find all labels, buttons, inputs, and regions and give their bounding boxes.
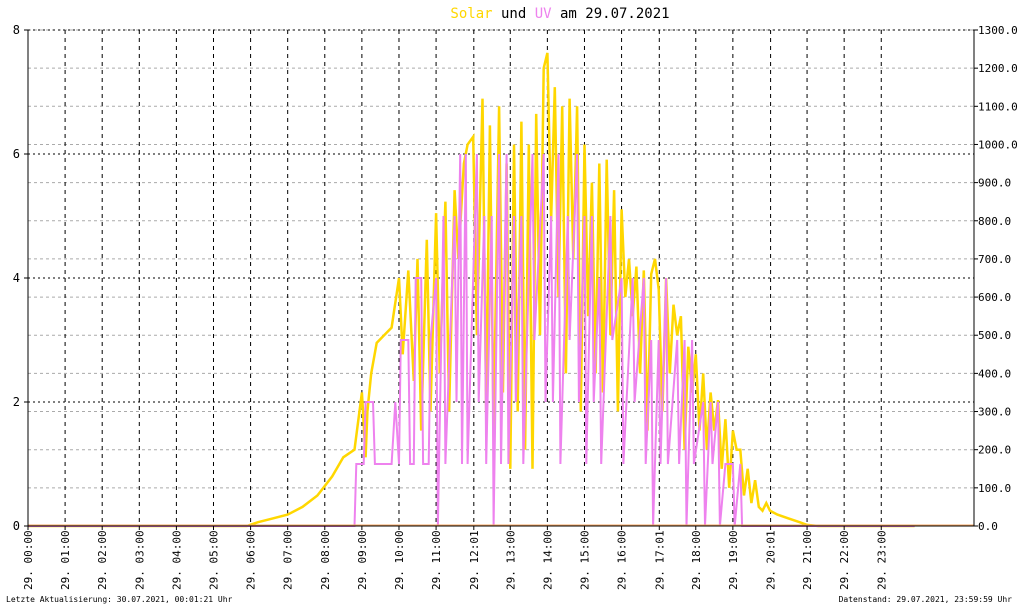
x-tick-label: 29. 17:01 [653,530,666,590]
y-right-tick-label: 1300.0 [978,24,1018,37]
x-tick-label: 29. 07:00 [282,530,295,590]
title-part-3: am 29.07.2021 [552,6,670,22]
x-tick-label: 29. 23:00 [875,530,888,590]
y-right-tick-label: 700.0 [978,253,1011,266]
x-tick-label: 29. 21:00 [801,530,814,590]
y-left-tick-label: 0 [13,519,20,533]
y-right-tick-label: 900.0 [978,177,1011,190]
x-tick-label: 29. 06:00 [245,530,258,590]
y-right-tick-label: 200.0 [978,444,1011,457]
x-tick-label: 29. 19:00 [727,530,740,590]
y-right-tick-label: 100.0 [978,482,1011,495]
chart-title: Solar und UV am 29.07.2021 [450,6,669,22]
x-tick-label: 29. 10:00 [393,530,406,590]
x-tick-label: 29. 12:01 [468,530,481,590]
x-tick-label: 29. 11:00 [430,530,443,590]
y-left-tick-label: 4 [13,271,20,285]
x-tick-label: 29. 15:00 [578,530,591,590]
x-tick-label: 29. 04:00 [170,530,183,590]
data-status-note: Datenstand: 29.07.2021, 23:59:59 Uhr [839,595,1013,604]
x-tick-label: 29. 05:00 [207,530,220,590]
title-part-2: UV [535,6,552,22]
x-tick-label: 29. 00:00 [22,530,35,590]
x-tick-label: 29. 01:00 [59,530,72,590]
y-right-tick-label: 400.0 [978,367,1011,380]
y-left-tick-label: 6 [13,147,20,161]
x-tick-label: 29. 22:00 [838,530,851,590]
x-tick-label: 29. 13:00 [504,530,517,590]
x-tick-label: 29. 08:00 [319,530,332,590]
x-tick-label: 29. 02:00 [96,530,109,590]
x-tick-label: 29. 20:01 [765,530,778,590]
axes: 0 2 4 6 8 0.0 100.0 200.0 300.0 400.0 500.0 600.0 70… [13,23,1018,590]
x-tick-label: 29. 03:00 [133,530,146,590]
grid [28,29,974,526]
y-right-tick-label: 800.0 [978,215,1011,228]
y-right-tick-label: 1000.0 [978,138,1018,151]
last-update-note: Letzte Aktualisierung: 30.07.2021, 00:01… [6,595,233,604]
x-tick-label: 29. 14:00 [541,530,554,590]
x-tick-label: 29. 16:00 [616,530,629,590]
y-right-tick-label: 600.0 [978,291,1011,304]
title-part-0: Solar [450,6,492,22]
x-tick-label: 29. 18:00 [690,530,703,590]
title-part-1: und [493,6,535,22]
series-uv-line [28,153,915,527]
y-right-tick-label: 500.0 [978,329,1011,342]
y-right-tick-label: 1100.0 [978,100,1018,113]
y-right-tick-label: 300.0 [978,406,1011,419]
y-left-tick-label: 8 [13,23,20,37]
x-tick-label: 29. 09:00 [356,530,369,590]
y-right-tick-label: 1200.0 [978,62,1018,75]
y-left-tick-label: 2 [13,395,20,409]
y-right-tick-label: 0.0 [978,520,998,533]
